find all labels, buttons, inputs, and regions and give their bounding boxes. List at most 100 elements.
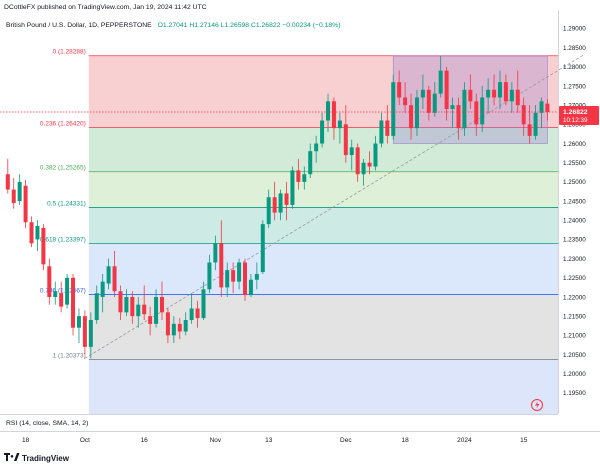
candle-body <box>225 270 230 288</box>
date-tick: Oct <box>80 437 90 444</box>
candle <box>385 105 390 144</box>
candle <box>527 105 532 144</box>
candle <box>432 82 437 117</box>
fib-label-1: 1 (1.20373) <box>53 352 86 359</box>
candle <box>35 220 40 251</box>
candle-body <box>403 97 408 106</box>
candle <box>254 262 259 290</box>
fib-label-0.5: 0.5 (1.24331) <box>47 201 86 208</box>
candle <box>373 135 378 171</box>
candle <box>142 285 147 321</box>
candle <box>355 143 360 182</box>
price-tick: 1.22000 <box>563 294 586 301</box>
last-price-box <box>559 105 599 125</box>
candle-body <box>53 291 58 297</box>
price-tick: 1.24000 <box>563 218 586 225</box>
candle-body <box>492 89 497 98</box>
price-tick: 1.21000 <box>563 333 586 340</box>
fib-band-0.786 <box>88 294 558 360</box>
candle <box>189 293 194 324</box>
candle <box>154 289 159 328</box>
candle-body <box>112 266 117 292</box>
candle-body <box>183 320 188 332</box>
last-price-value: 1.26822 <box>563 109 588 116</box>
candle <box>17 174 22 205</box>
candle-body <box>450 105 455 109</box>
candle-body <box>237 262 242 282</box>
candle-body <box>533 112 538 136</box>
fib-label-0.382: 0.382 (1.25265) <box>40 165 86 172</box>
candle-body <box>349 147 354 156</box>
price-tick: 1.27000 <box>563 102 586 109</box>
candle <box>94 285 99 324</box>
candle <box>272 181 277 221</box>
candle <box>171 316 176 344</box>
candle-body <box>5 174 10 190</box>
candle-body <box>320 120 325 144</box>
candle-body <box>373 143 378 167</box>
alert-icon[interactable] <box>531 399 543 411</box>
candle-body <box>343 124 348 156</box>
price-tick: 1.25000 <box>563 179 586 186</box>
candle-body <box>231 270 236 282</box>
candle <box>41 224 46 271</box>
candle-body <box>213 243 218 263</box>
candle <box>183 312 188 336</box>
price-axis[interactable]: 1.29000 1.28500 1.28000 1.27500 1.27000 1.265… <box>558 10 587 414</box>
date-tick: 2024 <box>457 437 472 444</box>
candle <box>521 97 526 136</box>
candle <box>462 82 467 136</box>
date-tick: Dec <box>340 437 352 444</box>
candle <box>112 250 117 297</box>
candle <box>509 82 514 113</box>
candle <box>503 74 508 106</box>
price-tick: 1.23500 <box>563 237 586 244</box>
candle <box>159 281 164 321</box>
candle-body <box>497 82 502 98</box>
candle-body <box>468 89 473 102</box>
candle <box>539 97 544 129</box>
candle <box>409 93 414 140</box>
candle <box>426 85 431 121</box>
candle <box>88 312 93 359</box>
candle <box>474 93 479 136</box>
candle-body <box>361 162 366 175</box>
candle-body <box>23 185 28 223</box>
price-tick: 1.22500 <box>563 275 586 282</box>
candle-body <box>432 93 437 113</box>
rsi-label: RSI (14, close, SMA, 14, 2) <box>6 420 88 427</box>
candle <box>29 216 34 248</box>
candle <box>266 189 271 228</box>
candle-body <box>243 262 247 296</box>
candle-body <box>314 143 319 152</box>
time-axis[interactable]: 18 Oct 16 Nov 13 Dec 18 2024 15 <box>0 431 600 445</box>
price-tick: 1.23000 <box>563 256 586 263</box>
candle <box>284 181 289 221</box>
candle <box>136 296 141 328</box>
candle-body <box>148 316 153 324</box>
candle-body <box>29 222 34 244</box>
candle-body <box>76 316 81 328</box>
tradingview-logo: TradingView <box>4 453 70 463</box>
candle-body <box>521 105 526 125</box>
candle-body <box>11 189 16 203</box>
fib-label-0.786: 0.786 (1.22067) <box>40 287 86 294</box>
price-tick: 1.24500 <box>563 198 586 205</box>
candle-body <box>367 162 372 167</box>
candle-body <box>426 89 431 113</box>
candle <box>290 166 295 209</box>
candle <box>414 89 419 136</box>
candle-body <box>462 89 467 129</box>
candle <box>5 158 10 194</box>
candle-body <box>248 279 253 296</box>
candle <box>53 281 58 305</box>
instrument-name: British Pound / U.S. Dollar, 1D, PEPPERS… <box>6 22 152 29</box>
candle <box>106 258 111 290</box>
date-tick: 13 <box>265 437 273 444</box>
candle-body <box>254 273 259 280</box>
candle <box>444 66 449 121</box>
candle <box>118 285 123 321</box>
candle-body <box>503 82 508 102</box>
